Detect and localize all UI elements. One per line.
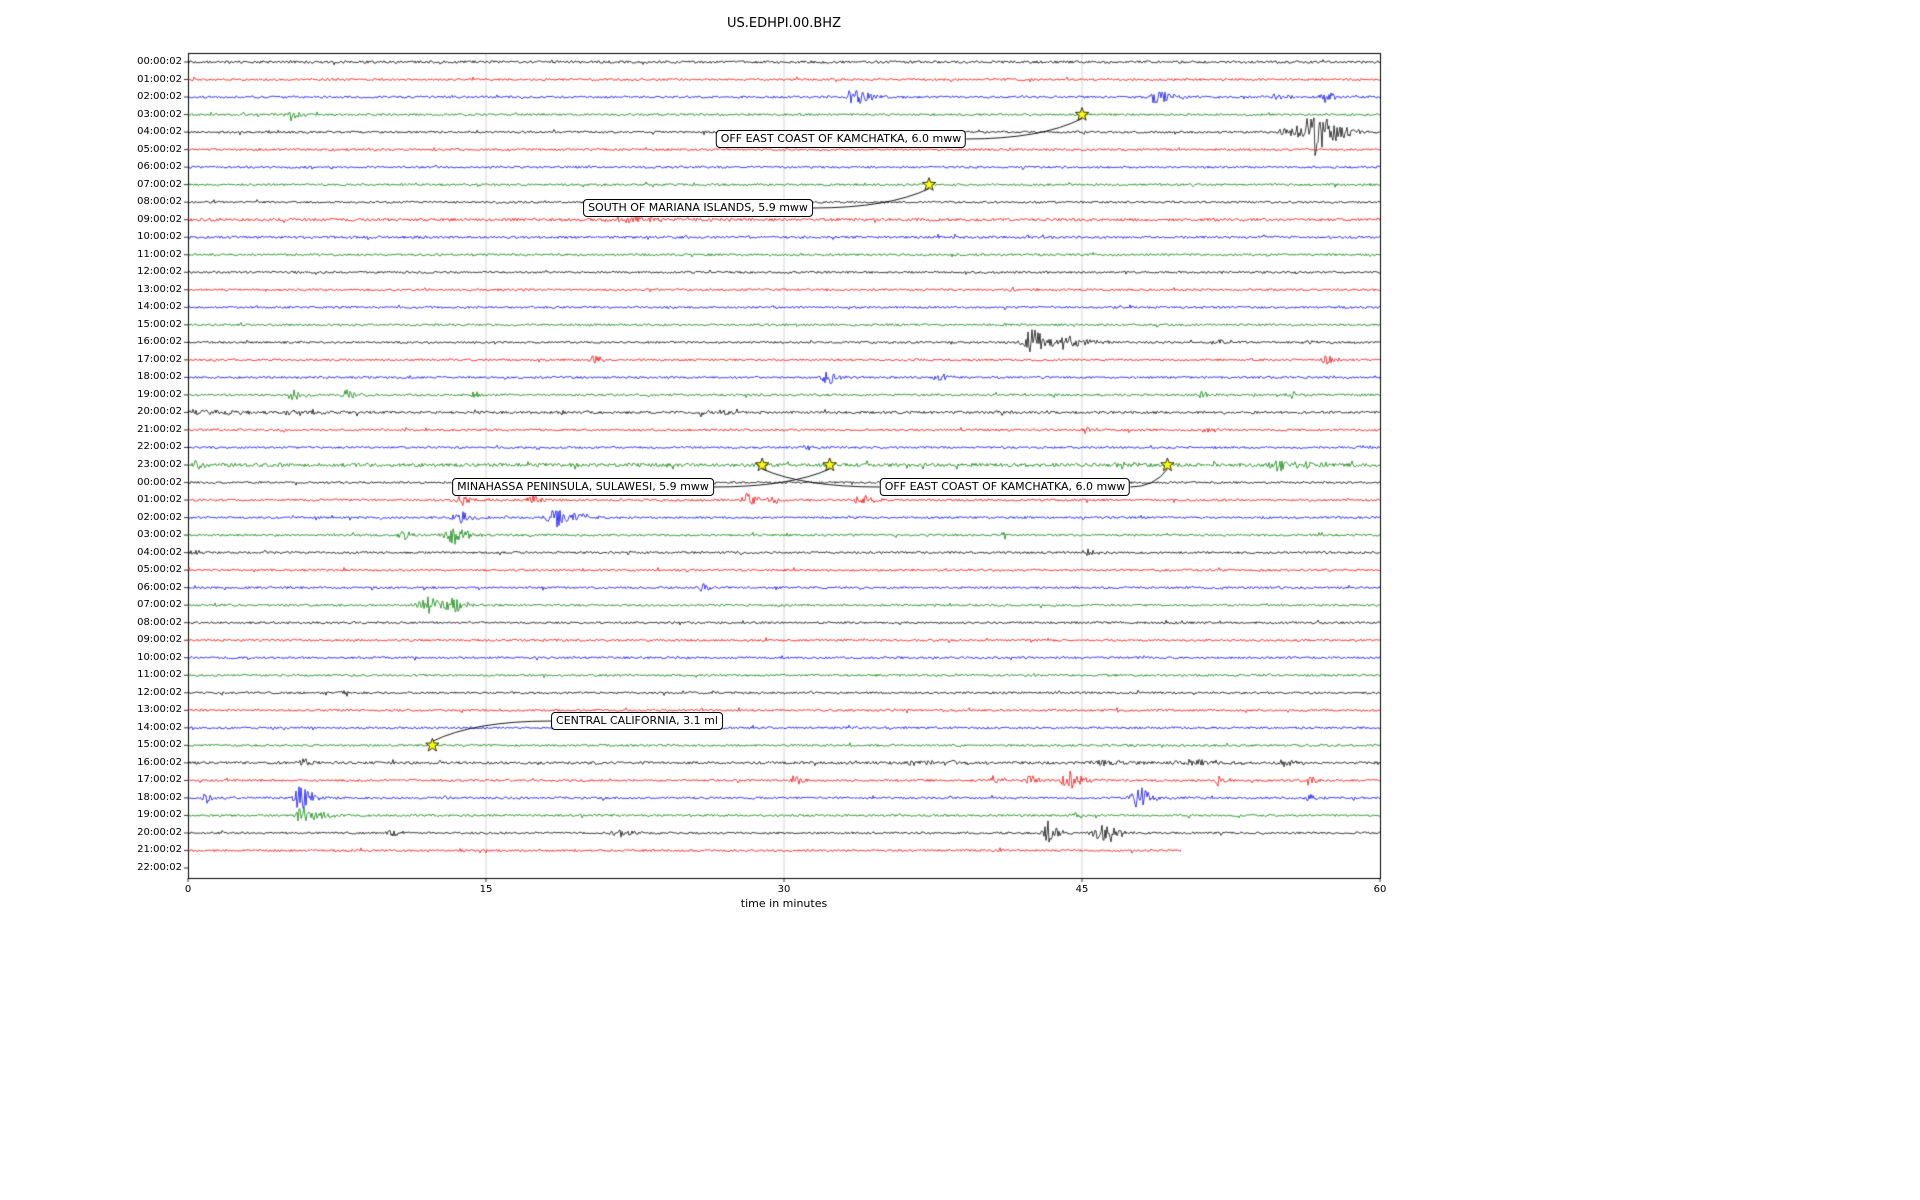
- chart-title: US.EDHPI.00.BHZ: [727, 16, 841, 31]
- x-axis-label: time in minutes: [740, 897, 828, 910]
